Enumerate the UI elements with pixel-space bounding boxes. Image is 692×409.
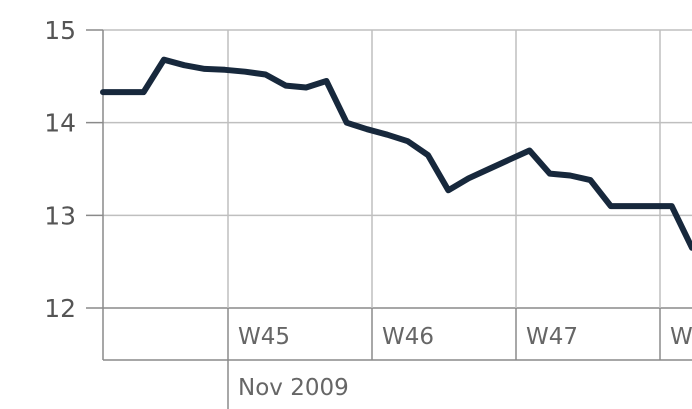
series-line bbox=[100, 56, 692, 251]
x-axis-week-label: W bbox=[670, 324, 692, 350]
y-tick-label: 15 bbox=[44, 16, 76, 45]
y-axis-ticks: 12 13 14 15 bbox=[44, 16, 103, 323]
x-axis-weeks: W45 W46 W47 W bbox=[238, 324, 692, 350]
y-tick-label: 12 bbox=[44, 294, 76, 323]
series-group bbox=[100, 56, 692, 251]
x-axis-week-label: W45 bbox=[238, 324, 290, 350]
x-axis-month-label: Nov 2009 bbox=[238, 375, 349, 401]
grid bbox=[103, 29, 692, 309]
plot-area bbox=[103, 30, 692, 308]
y-tick-label: 13 bbox=[44, 201, 76, 230]
y-tick-label: 14 bbox=[44, 109, 76, 138]
x-axis-week-label: W46 bbox=[382, 324, 434, 350]
x-axis-week-label: W47 bbox=[526, 324, 578, 350]
axes bbox=[102, 30, 692, 409]
